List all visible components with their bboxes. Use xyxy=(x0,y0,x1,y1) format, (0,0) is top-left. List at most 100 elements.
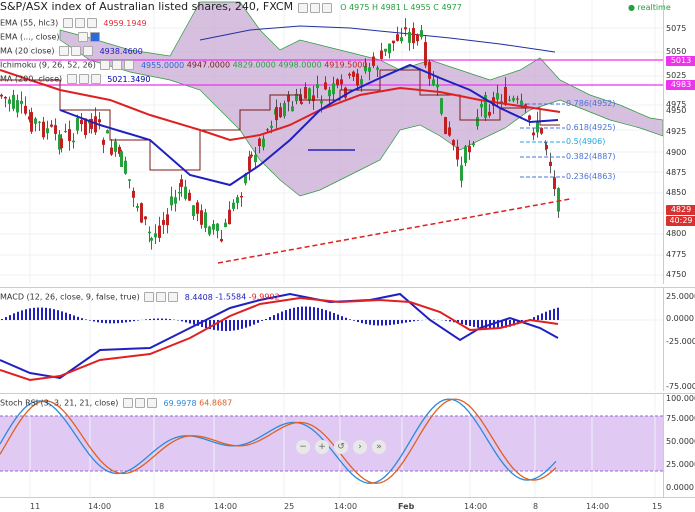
indicator-value: 4938.4600 xyxy=(99,46,143,56)
scroll-end-button[interactable]: » xyxy=(372,440,386,454)
candle-body xyxy=(24,105,27,114)
candle-body xyxy=(352,71,355,77)
close-icon[interactable] xyxy=(146,398,157,408)
settings-icon[interactable] xyxy=(90,32,101,42)
candle-body xyxy=(110,147,113,155)
price-axis[interactable]: ● realtime 5075 5050 5025 4975 4950 4925… xyxy=(628,0,695,284)
settings-icon[interactable] xyxy=(134,398,145,408)
close-icon[interactable] xyxy=(90,74,101,84)
eye-icon[interactable] xyxy=(297,2,308,13)
settings-icon[interactable] xyxy=(156,292,167,302)
candle-body xyxy=(76,117,79,131)
candle-body xyxy=(106,130,109,134)
macd-axis[interactable]: 25.0000 0.0000 -25.0000 -75.0000 xyxy=(663,287,695,391)
chart-title-row: S&P/ASX index of Australian listed share… xyxy=(0,1,462,13)
stoch-k-line xyxy=(0,398,557,484)
candle-body xyxy=(166,214,169,226)
eye-icon[interactable] xyxy=(144,292,155,302)
candle-body xyxy=(400,37,403,42)
stoch-k-value: 69.9978 xyxy=(163,398,197,408)
candle-body xyxy=(536,120,539,133)
ichimoku-kijun: 4947.0000 xyxy=(186,60,231,70)
price-pane[interactable]: S&P/ASX index of Australian listed share… xyxy=(0,0,663,284)
fib-label-0236: 0.236(4863) xyxy=(566,172,616,181)
candle-body xyxy=(356,73,359,86)
indicator-ma200[interactable]: MA (200, close) 5021.3490 xyxy=(0,74,150,85)
zoom-out-button[interactable]: − xyxy=(296,440,310,454)
candle-body xyxy=(504,87,507,105)
candle-body xyxy=(420,30,423,38)
eye-icon[interactable] xyxy=(59,46,70,56)
time-tick: 14:00 xyxy=(586,502,610,511)
candle-body xyxy=(360,79,363,85)
candle-body xyxy=(16,100,19,113)
candle-body xyxy=(436,84,439,88)
indicator-label: MA (200, close) xyxy=(0,74,63,84)
ma20-line xyxy=(59,63,559,187)
trendline xyxy=(217,198,571,264)
eye-icon[interactable] xyxy=(66,74,77,84)
ichimoku-tenkan: 4955.0000 xyxy=(140,60,185,70)
candle-body xyxy=(516,98,519,100)
price-tick: 5050 xyxy=(666,47,687,56)
indicator-ema55[interactable]: EMA (55, hlc3) 4959.1949 xyxy=(0,18,147,29)
stoch-pane[interactable]: Stoch RSI (3, 3, 21, 21, close) 69.9978 … xyxy=(0,393,663,498)
candle-body xyxy=(528,115,531,120)
candle-body xyxy=(236,197,239,203)
indicator-ma20[interactable]: MA (20 close) 4938.4600 xyxy=(0,46,143,57)
candle-body xyxy=(4,96,7,99)
stoch-chart[interactable] xyxy=(0,394,663,498)
close-icon[interactable] xyxy=(168,292,179,302)
settings-icon[interactable] xyxy=(78,74,89,84)
settings-icon[interactable] xyxy=(112,60,123,70)
eye-icon[interactable] xyxy=(122,398,133,408)
price-chart[interactable] xyxy=(0,0,663,284)
close-icon[interactable] xyxy=(86,18,97,28)
candle-body xyxy=(266,129,269,131)
candle-body xyxy=(174,197,177,204)
candle-body xyxy=(262,138,265,148)
candle-body xyxy=(68,129,71,142)
candle-body xyxy=(258,138,261,147)
eye-icon[interactable] xyxy=(100,60,111,70)
candle-body xyxy=(408,31,411,43)
candle-body xyxy=(200,210,203,225)
settings-icon[interactable] xyxy=(309,2,320,13)
reset-button[interactable]: ↺ xyxy=(334,440,348,454)
close-icon[interactable] xyxy=(124,60,135,70)
candle-body xyxy=(38,121,41,123)
candle-body xyxy=(308,88,311,101)
ichimoku-spanB: 4919.5000 xyxy=(324,60,368,70)
candle-body xyxy=(332,83,335,95)
zoom-in-button[interactable]: + xyxy=(315,440,329,454)
indicator-ema2[interactable]: EMA (..., close) xyxy=(0,32,101,43)
candle-body xyxy=(460,165,463,181)
eye-icon[interactable] xyxy=(62,18,73,28)
settings-icon[interactable] xyxy=(71,46,82,56)
scroll-right-button[interactable]: › xyxy=(353,440,367,454)
eye-icon[interactable] xyxy=(78,32,89,42)
indicator-ichimoku[interactable]: Ichimoku (9, 26, 52, 26) 4955.0000 4947.… xyxy=(0,60,367,71)
candle-body xyxy=(204,212,207,228)
candle-body xyxy=(364,66,367,72)
macd-chart[interactable] xyxy=(0,288,663,391)
time-tick: 14:00 xyxy=(464,502,488,511)
candle-body xyxy=(154,233,157,238)
indicator-value: 5021.3490 xyxy=(107,74,151,84)
price-tick: 4875 xyxy=(666,168,687,177)
time-axis[interactable]: 11 14:00 18 14:00 25 14:00 Feb 14:00 8 1… xyxy=(0,497,695,512)
candle-body xyxy=(212,224,215,230)
settings-icon[interactable] xyxy=(74,18,85,28)
candle-body xyxy=(84,118,87,135)
close-icon[interactable] xyxy=(321,2,332,13)
price-tick: 4975 xyxy=(666,100,687,109)
fib-label-0786: 0.786(4952) xyxy=(566,99,616,108)
candle-body xyxy=(480,103,483,108)
candle-body xyxy=(90,118,93,129)
candle-body xyxy=(557,188,560,212)
candle-body xyxy=(372,56,375,66)
macd-pane[interactable]: MACD (12, 26, close, 9, false, true) 8.4… xyxy=(0,287,663,391)
indicator-label: Ichimoku (9, 26, 52, 26) xyxy=(0,60,96,70)
close-icon[interactable] xyxy=(83,46,94,56)
stoch-axis[interactable]: 100.0000 75.0000 50.0000 25.0000 0.0000 xyxy=(663,393,695,498)
